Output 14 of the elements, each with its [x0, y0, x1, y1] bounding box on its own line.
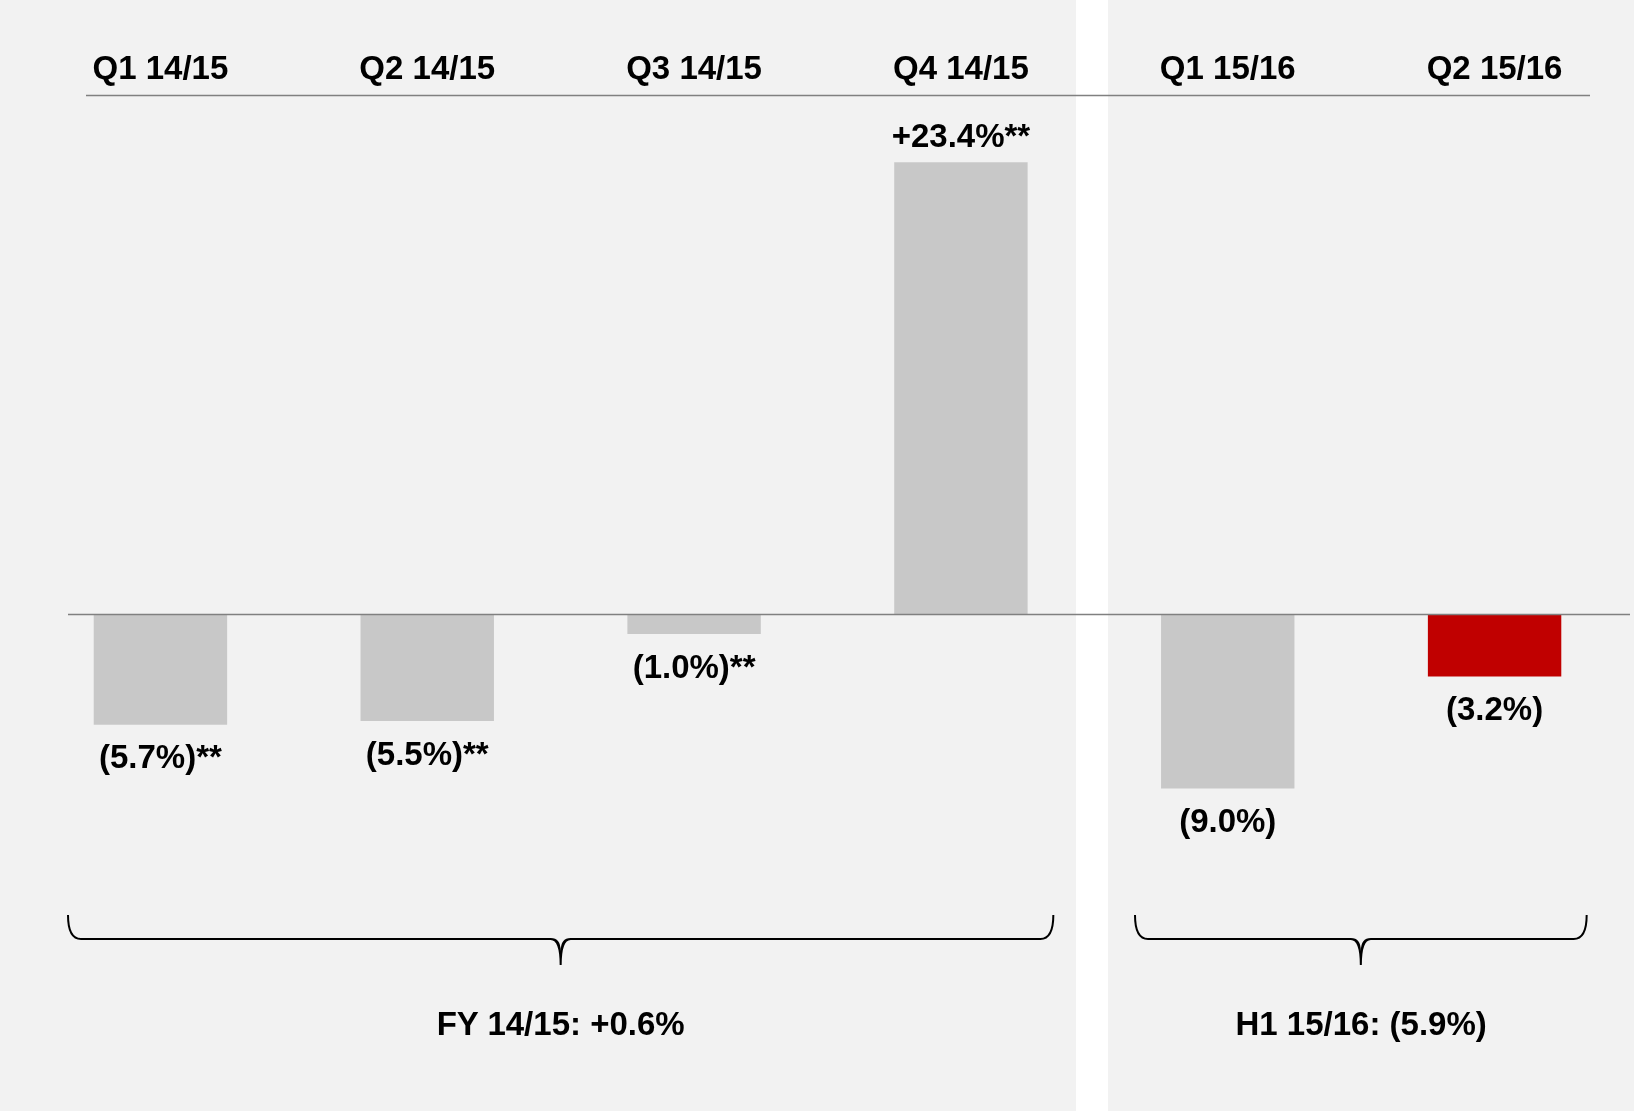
x-tick-label: Q3 14/15 — [626, 48, 762, 86]
x-tick-label: Q1 15/16 — [1159, 48, 1296, 86]
x-tick-label: Q1 14/15 — [92, 48, 229, 86]
data-label: (9.0%) — [1179, 802, 1277, 840]
x-tick-label: Q2 15/16 — [1426, 48, 1563, 86]
data-label: (5.5%)** — [365, 734, 489, 772]
x-tick-label: Q4 14/15 — [893, 48, 1029, 86]
x-tick-label: Q2 14/15 — [359, 48, 496, 86]
text: H1 15/16: (5.9%) — [1235, 1005, 1487, 1043]
data-label: (5.7%)** — [98, 738, 223, 776]
data-label: (3.2%) — [1445, 690, 1544, 728]
text: FY 14/15: +0.6% — [436, 1005, 685, 1043]
data-label: +23.4%** — [891, 116, 1031, 154]
data-label: (1.0%)** — [632, 647, 756, 685]
